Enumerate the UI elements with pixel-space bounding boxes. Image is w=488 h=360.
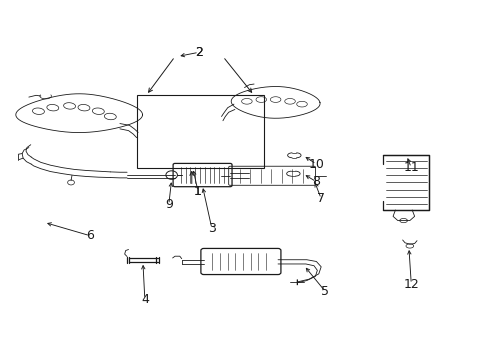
Text: 1: 1	[194, 185, 202, 198]
Text: 7: 7	[317, 192, 325, 205]
Text: 4: 4	[141, 293, 148, 306]
Text: 12: 12	[403, 278, 418, 291]
Text: 1: 1	[194, 185, 202, 198]
Text: 11: 11	[403, 161, 418, 174]
Text: 9: 9	[164, 198, 172, 211]
Text: 3: 3	[207, 222, 215, 235]
Text: 10: 10	[308, 158, 324, 171]
Text: 5: 5	[320, 285, 328, 298]
Bar	[137, 95, 263, 168]
Text: 2: 2	[195, 46, 203, 59]
Text: 6: 6	[86, 229, 94, 242]
Text: 2: 2	[195, 46, 203, 59]
Text: 8: 8	[312, 175, 320, 188]
